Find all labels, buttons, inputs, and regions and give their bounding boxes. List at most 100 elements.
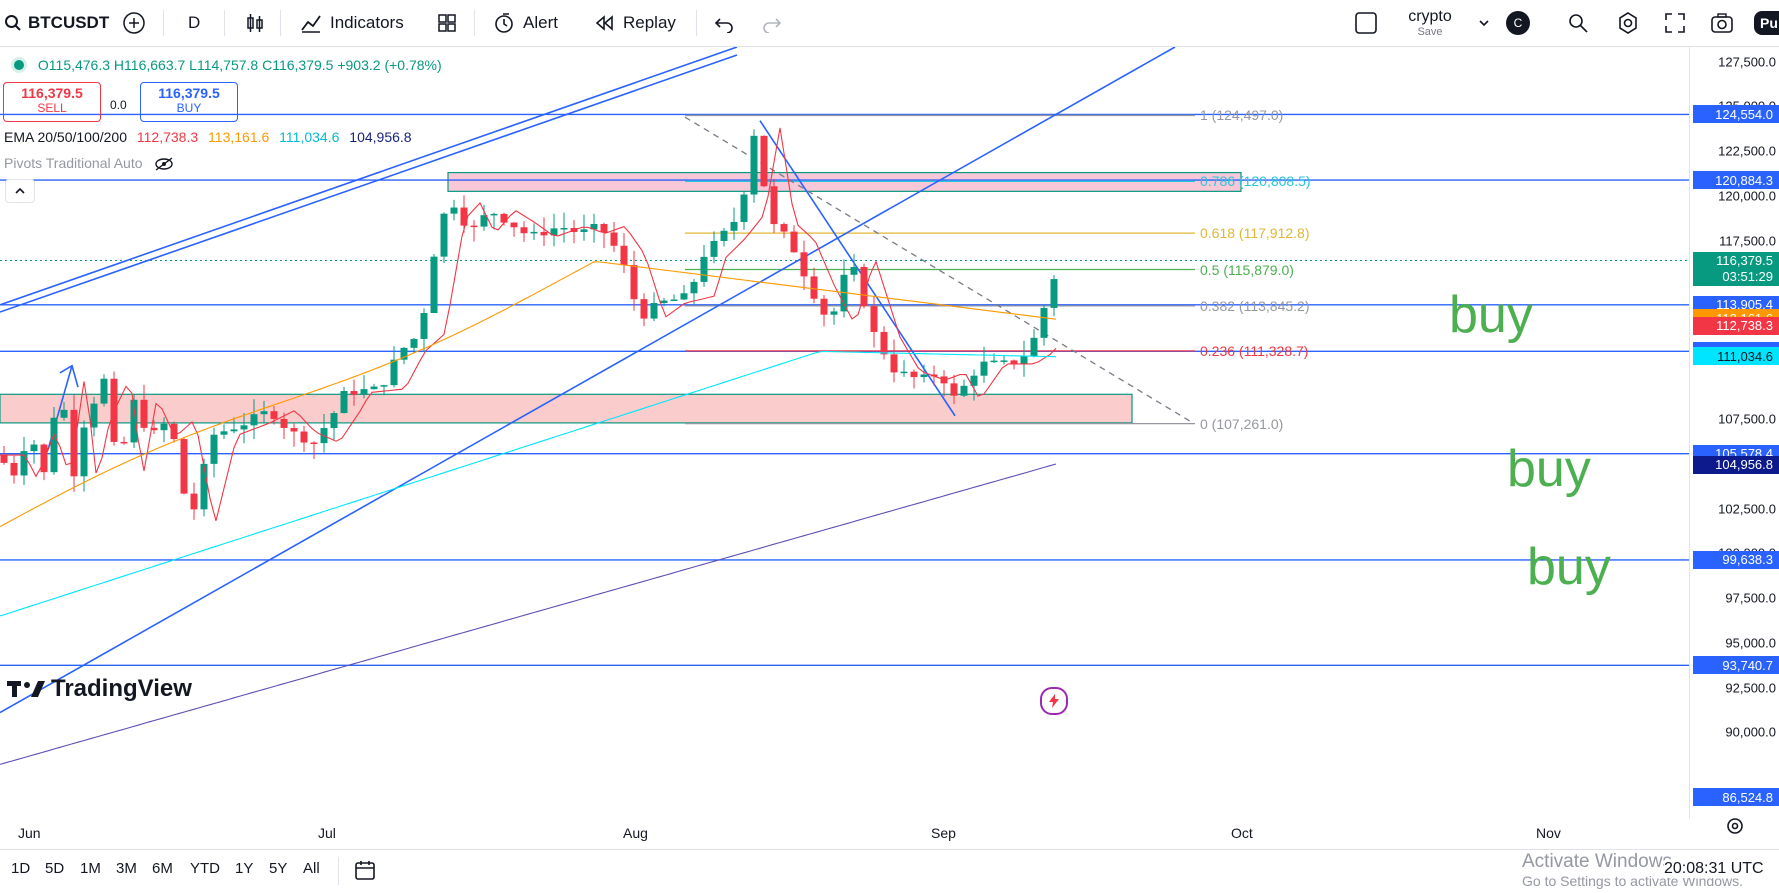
range-1y[interactable]: 1Y [235,860,254,877]
candle-body [390,359,398,386]
eye-hidden-icon[interactable] [154,157,174,171]
camera-icon [1711,13,1733,33]
publish-button[interactable]: Pu [1754,0,1779,46]
price-label[interactable]: 120,884.3 [1693,171,1779,189]
price-label[interactable]: 93,740.7 [1693,656,1779,675]
candle-body [780,224,788,232]
candle-body [1040,307,1048,338]
candle-body [310,442,318,445]
price-label[interactable]: 104,956.8 [1693,455,1779,474]
candle-body [440,213,448,257]
range-6m[interactable]: 6M [152,860,173,877]
candle-body [920,374,928,378]
templates-button[interactable] [437,0,457,46]
range-5y[interactable]: 5Y [269,860,288,877]
candle-body [540,231,548,236]
axis-settings-button[interactable] [1726,817,1744,840]
candle-body [80,427,88,477]
price-tick: 102,500.0 [1718,501,1776,517]
candle-body [490,213,498,216]
quick-search-button[interactable] [1567,0,1589,46]
candle-body [550,228,558,236]
candle-body [650,303,658,319]
candle-body [960,385,968,396]
collapse-legend-button[interactable] [5,179,35,203]
ohlc-low: L114,757.8 [189,57,259,73]
ema-100-value: 111,034.6 [279,129,340,145]
candle-body [600,223,608,233]
price-label[interactable]: 111,034.6 [1693,347,1779,366]
sell-button[interactable]: 116,379.5 SELL [3,82,101,122]
candle-body [530,231,538,234]
date-range-button[interactable] [354,859,378,888]
layout-dropdown[interactable] [1478,0,1490,46]
price-label[interactable]: 86,524.8 [1693,788,1779,806]
avatar[interactable]: C [1506,0,1530,46]
alert-label: Alert [523,13,558,32]
interval-button[interactable]: D [188,0,200,46]
candle-body [850,267,858,275]
range-3m[interactable]: 3M [116,860,137,877]
select-layout-checkbox[interactable] [1354,0,1378,46]
candle-body [890,354,898,373]
indicators-button[interactable]: Indicators [300,0,404,46]
sell-label: SELL [37,101,67,115]
candle-body [470,225,478,228]
price-axis[interactable]: 127,500.0125,000.0122,500.0120,000.0117,… [1689,47,1779,819]
brand-name: TradingView [51,675,192,702]
candle-body [1050,279,1058,308]
candle-body [880,331,888,355]
candle-body [60,409,68,418]
price-label[interactable]: 99,638.3 [1693,550,1779,569]
candle-body [130,399,138,443]
fib-label: 0 (107,261.0) [1200,415,1284,432]
candle-body [500,213,508,223]
price-label[interactable]: 112,738.3 [1693,316,1779,335]
time-label-nov: Nov [1536,825,1561,841]
candle-body [910,371,918,378]
pivots-legend[interactable]: Pivots Traditional Auto [4,155,174,171]
time-axis[interactable]: Jun Jul Aug Sep Oct Nov [0,819,1689,849]
square-icon [1355,12,1377,34]
candle-body [870,306,878,332]
range-all[interactable]: All [303,860,320,877]
candle-body [370,386,378,390]
ema-legend[interactable]: EMA 20/50/100/200 112,738.3 113,161.6 11… [4,129,412,145]
grid-icon [438,14,456,32]
price-label[interactable]: 03:51:29 [1693,267,1779,286]
undo-button[interactable] [714,0,734,46]
chart-pane[interactable]: O115,476.3 H116,663.7 L114,757.8 C116,37… [0,47,1689,819]
chart-type-button[interactable] [244,0,266,46]
flash-icon[interactable] [1040,687,1068,715]
candle-body [820,298,828,315]
settings-button[interactable] [1616,0,1640,46]
ema-20-line [0,127,1057,521]
price-chart[interactable] [0,47,1689,819]
clock[interactable]: 20:08:31 UTC [1664,860,1764,878]
fullscreen-button[interactable] [1664,0,1686,46]
fib-label: 0.618 (117,912.8) [1200,225,1310,242]
range-5d[interactable]: 5D [45,860,65,877]
candle-body [1010,360,1018,364]
symbol-search[interactable]: BTCUSDT [4,0,109,46]
buy-button[interactable]: 116,379.5 BUY [140,82,238,122]
tradingview-logo[interactable]: TradingView [7,675,192,703]
layout-name-button[interactable]: crypto Save [1400,0,1460,46]
alert-button[interactable]: Alert [493,0,558,46]
snapshot-button[interactable] [1710,0,1734,46]
range-ytd[interactable]: YTD [190,860,220,877]
candle-body [340,391,348,414]
range-1d[interactable]: 1D [11,860,31,877]
rewind-icon [595,15,613,31]
candle-body [350,391,358,395]
range-1m[interactable]: 1M [80,860,101,877]
price-label[interactable]: 124,554.0 [1693,105,1779,124]
compare-add-button[interactable] [123,0,145,46]
candle-body [0,455,8,463]
redo-button[interactable] [762,0,782,46]
price-tick: 120,000.0 [1718,188,1776,204]
replay-button[interactable]: Replay [595,0,676,46]
price-label[interactable]: 116,379.5 [1693,251,1779,270]
alarm-clock-icon [495,13,513,33]
magic-search-icon [1569,14,1588,33]
